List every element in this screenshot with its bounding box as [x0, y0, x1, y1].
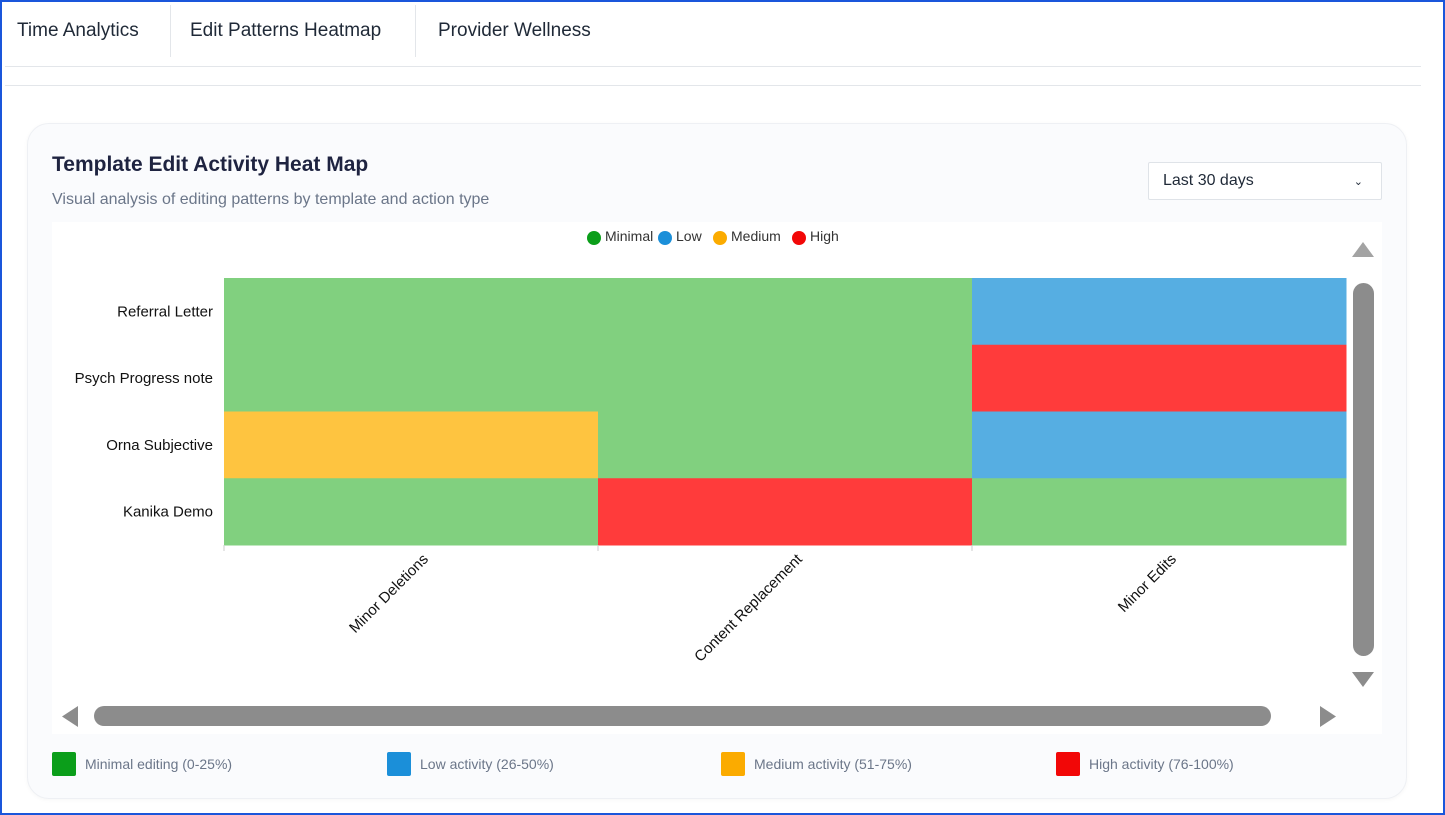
legend-dot-low	[658, 231, 672, 245]
heatmap-cell	[224, 411, 599, 479]
heatmap-cell	[224, 278, 599, 346]
scroll-right-arrow-icon[interactable]	[1320, 706, 1336, 727]
heatmap-cell	[598, 478, 973, 546]
y-tick-label: Referral Letter	[117, 303, 213, 320]
legend-label-high: High	[810, 228, 839, 244]
scroll-down-arrow-icon[interactable]	[1352, 672, 1374, 687]
heatmap-cell	[598, 411, 973, 479]
scroll-left-arrow-icon[interactable]	[62, 706, 78, 727]
y-tick-label: Kanika Demo	[123, 504, 213, 521]
vertical-scrollbar-thumb[interactable]	[1353, 283, 1374, 656]
heatmap-cell	[598, 344, 973, 412]
legend-swatch-minimal	[52, 752, 76, 776]
heatmap-cell	[598, 278, 973, 346]
date-range-select[interactable]: Last 30 days ⌄	[1148, 162, 1382, 200]
heatmap-cell	[972, 478, 1347, 546]
heatmap-cell	[972, 411, 1347, 479]
tab-provider-wellness[interactable]: Provider Wellness	[438, 20, 591, 41]
bottom-legend-item-minimal: Minimal editing (0-25%)	[52, 752, 232, 776]
divider	[5, 85, 1421, 86]
tab-bar: Time Analytics Edit Patterns Heatmap Pro…	[5, 5, 1421, 67]
legend-swatch-medium	[721, 752, 745, 776]
card-title: Template Edit Activity Heat Map	[52, 153, 369, 176]
legend-label-low: Low	[676, 228, 703, 244]
heatmap-chart: Minimal Low Medium High Referral Letter Psych…	[62, 228, 1374, 727]
x-tick-label: Minor Edits	[1115, 551, 1180, 616]
scroll-up-arrow-icon[interactable]	[1352, 242, 1374, 257]
chevron-down-icon: ⌄	[1353, 175, 1363, 188]
card-subtitle: Visual analysis of editing patterns by t…	[52, 191, 490, 208]
bottom-legend-label: Medium activity (51-75%)	[754, 756, 912, 772]
legend-dot-minimal	[587, 231, 601, 245]
date-range-value: Last 30 days	[1163, 172, 1254, 189]
heatmap-cell	[972, 344, 1347, 412]
tab-time-analytics[interactable]: Time Analytics	[5, 5, 171, 57]
bottom-legend-item-medium: Medium activity (51-75%)	[721, 752, 912, 776]
y-tick-label: Psych Progress note	[75, 370, 213, 387]
heatmap-cell	[972, 278, 1347, 346]
chart-area: Minimal Low Medium High Referral Letter Psych…	[52, 222, 1382, 734]
legend-label-medium: Medium	[731, 228, 781, 244]
legend-swatch-high	[1056, 752, 1080, 776]
bottom-legend-item-high: High activity (76-100%)	[1056, 752, 1234, 776]
bottom-legend-label: Minimal editing (0-25%)	[85, 756, 233, 772]
bottom-legend: Minimal editing (0-25%) Low activity (26…	[52, 752, 1392, 776]
heatmap-cell	[224, 478, 599, 546]
x-tick-label: Content Replacement	[691, 550, 806, 665]
heatmap-cell	[224, 344, 599, 412]
tab-edit-patterns-heatmap[interactable]: Edit Patterns Heatmap	[171, 5, 416, 57]
legend-label-minimal: Minimal	[605, 228, 653, 244]
bottom-legend-label: Low activity (26-50%)	[420, 756, 554, 772]
bottom-legend-label: High activity (76-100%)	[1089, 756, 1234, 772]
legend-swatch-low	[387, 752, 411, 776]
x-tick-label: Minor Deletions	[346, 551, 432, 637]
bottom-legend-item-low: Low activity (26-50%)	[387, 752, 554, 776]
legend-dot-high	[792, 231, 806, 245]
horizontal-scrollbar-thumb[interactable]	[94, 706, 1271, 726]
y-tick-label: Orna Subjective	[106, 437, 213, 454]
legend-dot-medium	[713, 231, 727, 245]
